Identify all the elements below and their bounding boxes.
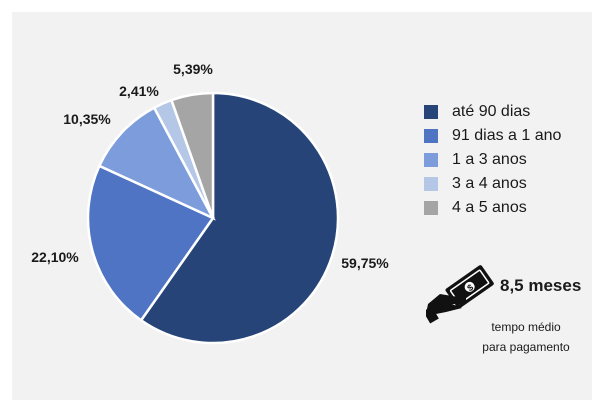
legend-swatch	[424, 177, 438, 191]
svg-text:$: $	[465, 282, 475, 293]
money-hand-icon: $	[426, 265, 494, 324]
data-label-5: 5,39%	[173, 61, 213, 77]
legend-item-1-a-3-anos: 1 a 3 anos	[424, 148, 561, 172]
data-label-2: 22,10%	[31, 249, 79, 265]
legend-label: 4 a 5 anos	[452, 199, 527, 216]
legend-item-3-a-4-anos: 3 a 4 anos	[424, 172, 561, 196]
kpi-caption: tempo médio para pagamento	[456, 317, 596, 357]
legend-swatch	[424, 129, 438, 143]
kpi-caption-line1: tempo médio	[491, 320, 561, 334]
legend-label: 1 a 3 anos	[452, 151, 527, 168]
data-label-3: 10,35%	[63, 111, 111, 127]
pie-slice-3	[97, 106, 216, 221]
pie-slice-5	[169, 91, 215, 219]
legend-item-ate-90-dias: até 90 dias	[424, 100, 561, 124]
pie-slice-1	[139, 91, 340, 345]
legend-label: 91 dias a 1 ano	[452, 127, 562, 144]
data-label-4: 2,41%	[119, 83, 159, 99]
legend-label: até 90 dias	[452, 103, 531, 120]
kpi-caption-line2: para pagamento	[482, 340, 570, 354]
legend-swatch	[424, 201, 438, 215]
legend-item-4-a-5-anos: 4 a 5 anos	[424, 196, 561, 220]
legend-label: 3 a 4 anos	[452, 175, 527, 192]
legend-swatch	[424, 105, 438, 119]
legend-swatch	[424, 153, 438, 167]
legend: até 90 dias 91 dias a 1 ano 1 a 3 anos 3…	[424, 100, 561, 220]
data-label-1: 59,75%	[341, 255, 389, 271]
kpi-value: 8,5 meses	[500, 276, 582, 295]
legend-item-91-dias-a-1-ano: 91 dias a 1 ano	[424, 124, 561, 148]
